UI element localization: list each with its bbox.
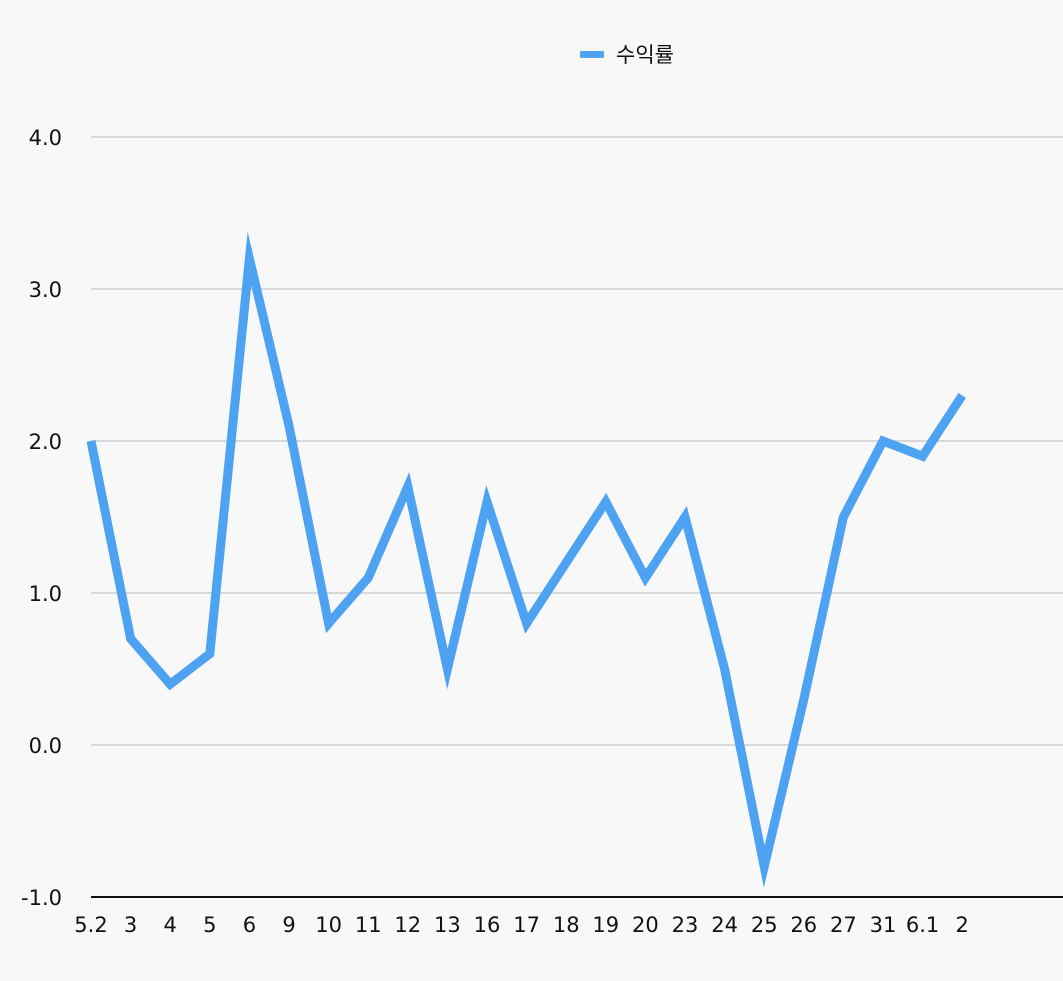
y-tick-label: 1.0 [29,582,62,606]
x-tick-label: 5 [203,913,216,937]
x-tick-label: 6 [243,913,256,937]
x-tick-label: 31 [870,913,897,937]
grid-lines [91,136,1063,746]
x-tick-label: 11 [355,913,382,937]
x-tick-label: 4 [164,913,177,937]
legend-label: 수익률 [616,43,674,67]
x-tick-label: 12 [394,913,421,937]
x-tick-label: 2 [956,913,969,937]
x-tick-label: 23 [672,913,699,937]
y-axis-ticks: -1.0 0.0 1.0 2.0 3.0 4.0 [21,126,62,910]
x-tick-label: 24 [711,913,738,937]
x-tick-label: 17 [513,913,540,937]
x-tick-label: 13 [434,913,461,937]
y-tick-label: 3.0 [29,278,62,302]
x-tick-label: 20 [632,913,659,937]
x-tick-label: 18 [553,913,580,937]
x-tick-label: 10 [315,913,342,937]
series-line-수익률 [86,231,966,888]
y-tick-label: -1.0 [21,886,62,910]
y-tick-label: 0.0 [29,734,62,758]
x-tick-label: 19 [592,913,619,937]
series-layer [86,231,966,888]
legend: 수익률 [580,43,674,67]
y-tick-label: 4.0 [29,126,62,150]
x-tick-label: 16 [474,913,501,937]
x-tick-label: 5.2 [74,913,107,937]
x-tick-label: 6.1 [906,913,939,937]
x-tick-label: 3 [124,913,137,937]
x-axis-ticks: 5.2 3 4 5 6 9 10 11 12 13 16 17 18 19 20 23 24 25 26 27 31 6.… [74,913,969,937]
x-tick-label: 25 [751,913,778,937]
y-tick-label: 2.0 [29,430,62,454]
x-tick-label: 26 [790,913,817,937]
x-tick-label: 9 [282,913,295,937]
legend-swatch [580,51,604,58]
x-tick-label: 27 [830,913,857,937]
